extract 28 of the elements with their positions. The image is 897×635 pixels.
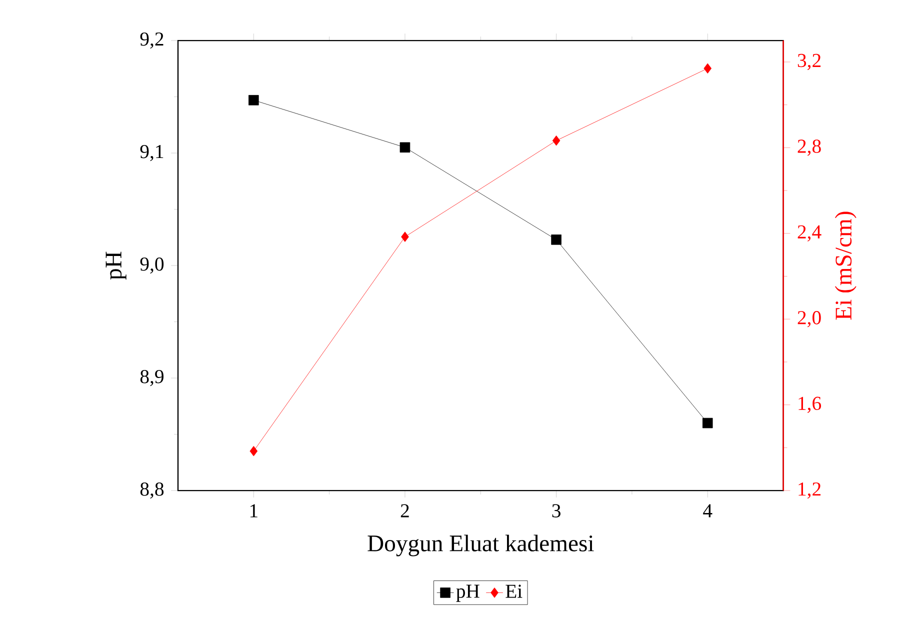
point [552, 135, 560, 146]
y2-tick-label: 1,6 [798, 396, 822, 413]
legend-label: pH [456, 584, 480, 602]
point [401, 232, 409, 242]
point [702, 418, 713, 428]
y-tick-label: 9,1 [140, 145, 164, 162]
point [704, 63, 712, 74]
y-tick-label: 9,0 [140, 258, 164, 274]
x-tick-label: 1 [250, 504, 258, 518]
y2-tick-label: 3,2 [798, 54, 821, 70]
y-tick-label: 9,2 [140, 32, 164, 49]
y2-axis-title: Ei (mS/cm) [834, 212, 856, 320]
legend-label: Ei [506, 584, 522, 598]
x-tick-label: 4 [703, 504, 712, 518]
x-tick-label: 2 [400, 504, 409, 518]
point [250, 446, 258, 456]
y-tick-label: 8,8 [140, 482, 164, 499]
y-tick-label: 8,9 [140, 370, 164, 386]
point [551, 234, 562, 245]
x-axis-title: Doygun Eluat kademesi [368, 534, 594, 556]
y2-tick-label: 2,0 [798, 311, 821, 328]
point [248, 95, 259, 106]
y2-tick-label: 1,2 [798, 482, 821, 499]
point [400, 142, 410, 153]
x-tick-label: 3 [552, 504, 560, 518]
y-axis-title: pH [106, 252, 126, 280]
y2-tick-label: 2,8 [798, 140, 821, 156]
y2-tick-label: 2,4 [798, 225, 822, 242]
